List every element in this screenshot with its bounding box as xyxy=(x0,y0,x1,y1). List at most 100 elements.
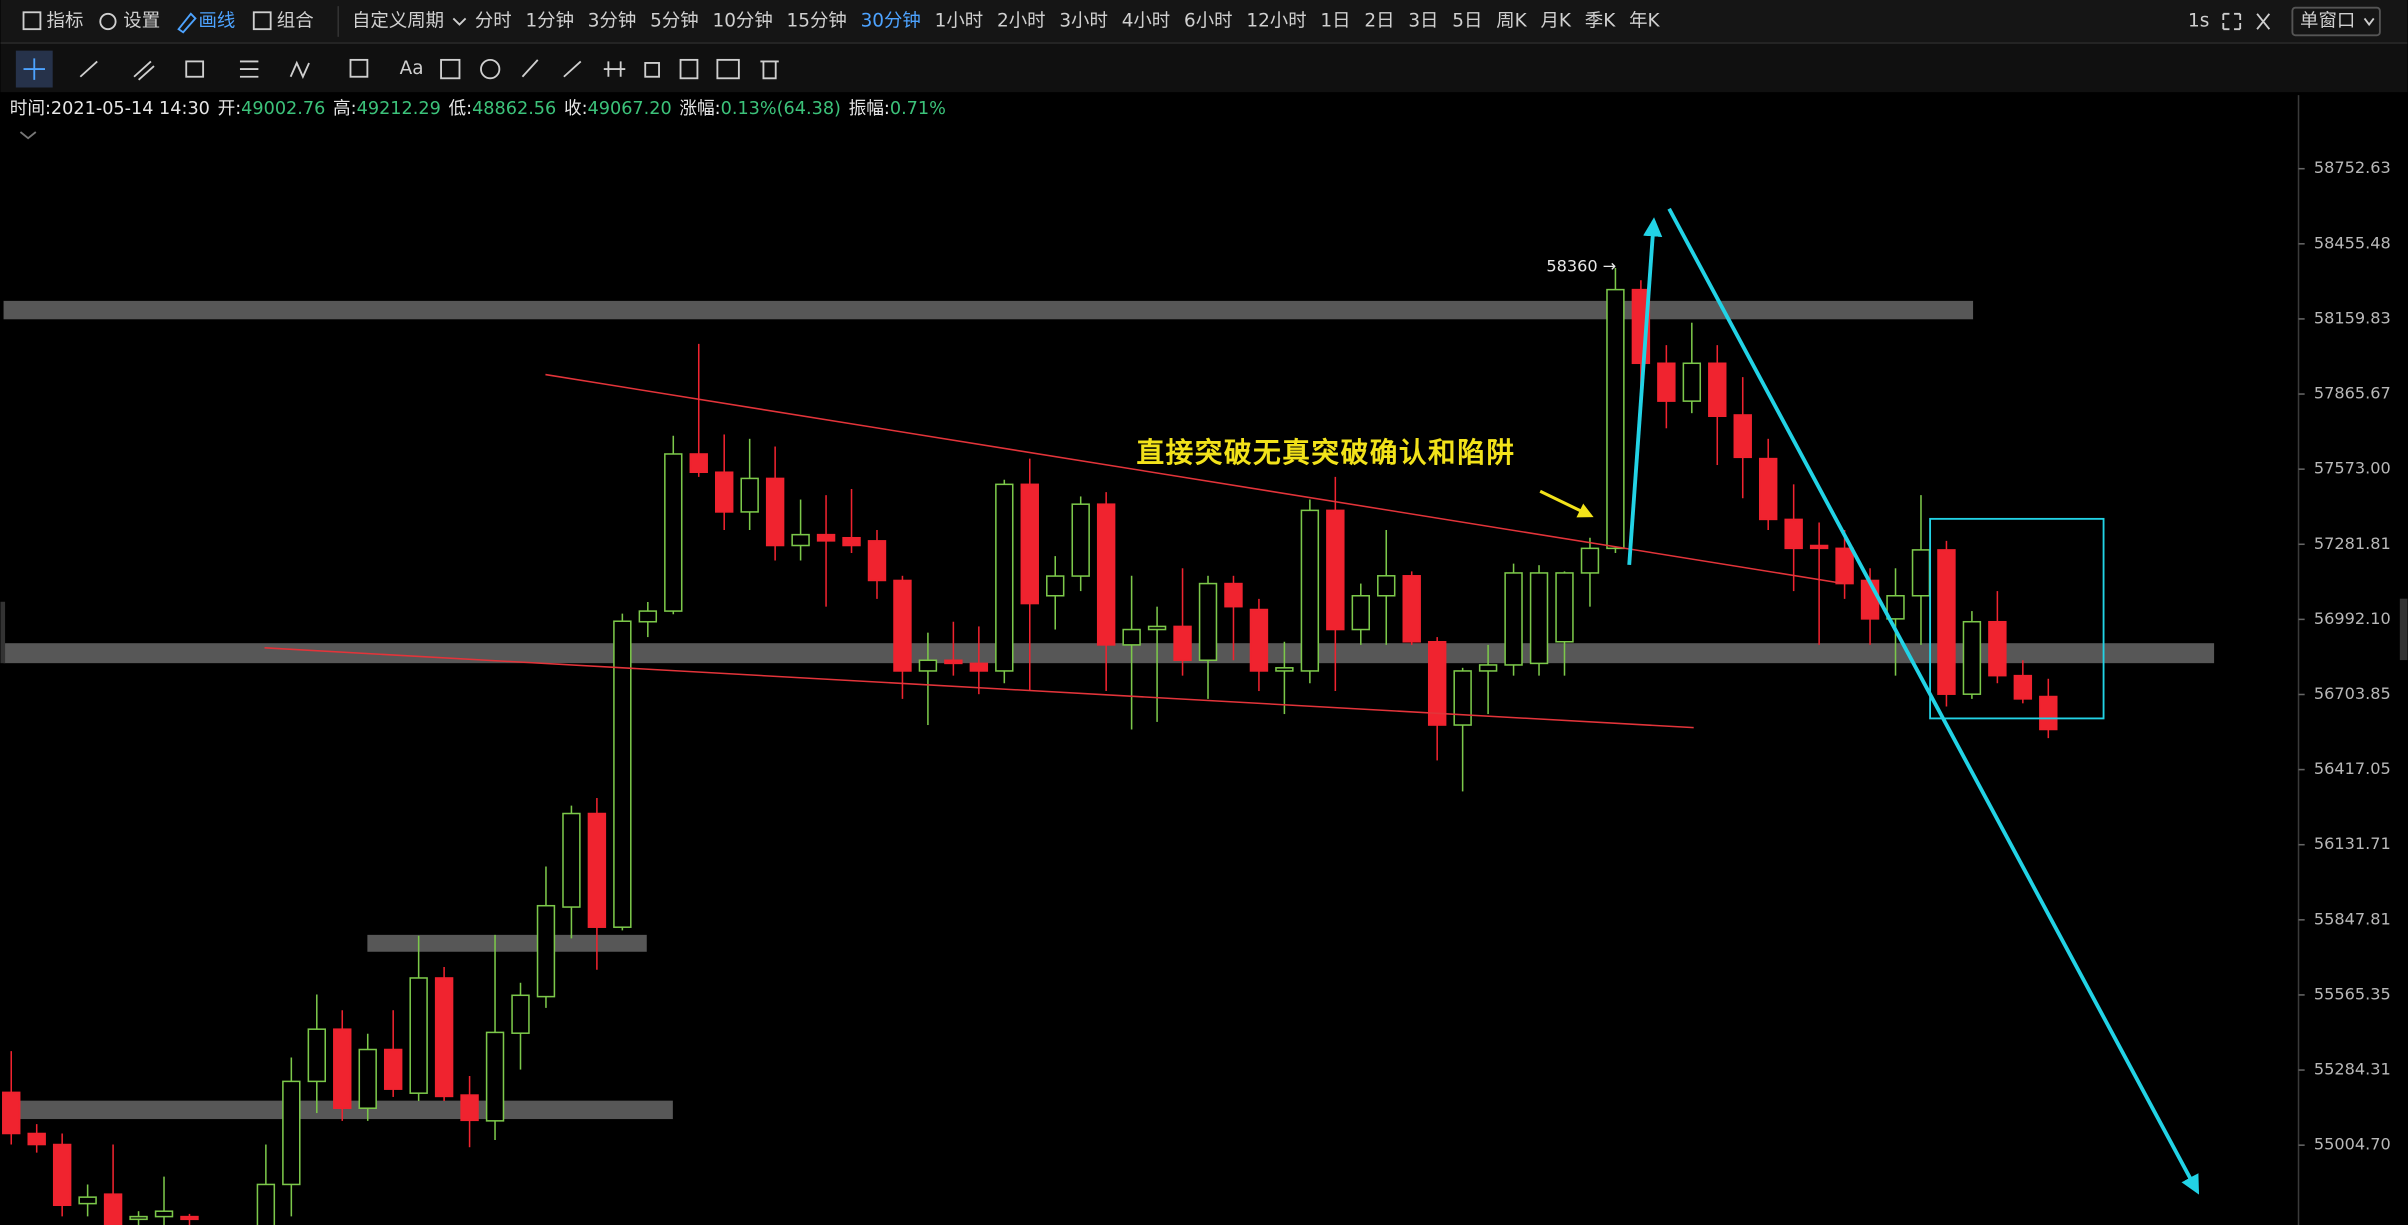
tool[interactable] xyxy=(521,59,539,78)
candle-body xyxy=(536,904,556,998)
candle-body xyxy=(1886,594,1905,620)
menu-item[interactable]: 指标 xyxy=(47,10,84,31)
period[interactable]: 12小时 xyxy=(1246,10,1306,31)
menu-item[interactable]: 组合 xyxy=(277,10,314,31)
period[interactable]: 4小时 xyxy=(1122,10,1171,31)
period[interactable]: 6小时 xyxy=(1184,10,1233,31)
period[interactable]: 分时 xyxy=(475,10,512,31)
panel-grip[interactable] xyxy=(2399,598,2408,661)
y-tick-label: 56703.85 xyxy=(2314,684,2391,703)
candle-body xyxy=(1453,670,1472,726)
y-tick-label: 56992.10 xyxy=(2314,609,2391,628)
tool[interactable] xyxy=(440,58,461,80)
tool[interactable] xyxy=(644,62,660,78)
period[interactable]: 30分钟 xyxy=(861,10,921,31)
tool[interactable] xyxy=(603,61,626,77)
tool[interactable] xyxy=(239,60,259,78)
period[interactable]: 3小时 xyxy=(1059,10,1108,31)
candle-body xyxy=(1784,518,1803,550)
info-line: 时间: 2021-05-14 14:30 开: 49002.76 高: 49212.29 低… xyxy=(10,98,946,119)
candle-body xyxy=(664,453,683,612)
zone-band xyxy=(3,643,2215,664)
y-tick-label: 57865.67 xyxy=(2314,384,2391,403)
candle-body xyxy=(154,1210,174,1218)
zone-band xyxy=(3,300,1974,320)
info-label: 开: xyxy=(218,99,242,119)
price-axis: 58752.63 58455.48 58159.83 57865.67 57573.00… xyxy=(2298,158,2391,1154)
tool[interactable] xyxy=(133,60,155,81)
candle-body xyxy=(816,533,836,542)
period[interactable]: 年K xyxy=(1629,10,1660,31)
candle-body xyxy=(2013,674,2033,700)
period[interactable]: 5分钟 xyxy=(650,10,699,31)
collapse-icon[interactable] xyxy=(19,131,37,140)
y-tick-label: 57281.81 xyxy=(2314,534,2391,553)
candles xyxy=(2,268,2058,1225)
y-tick-label: 55284.31 xyxy=(2314,1060,2391,1079)
period[interactable]: 15分钟 xyxy=(787,10,847,31)
annotation: 直接突破无真突破确认和陷阱 xyxy=(1136,436,1515,469)
candle-body xyxy=(460,1094,479,1122)
candle-body xyxy=(307,1028,327,1083)
candle-body xyxy=(791,533,810,547)
tool[interactable] xyxy=(716,58,740,80)
period[interactable]: 季K xyxy=(1585,10,1616,31)
tool[interactable] xyxy=(79,60,98,78)
period[interactable]: 3日 xyxy=(1408,10,1438,31)
period[interactable]: 月K xyxy=(1541,10,1572,31)
candle-body xyxy=(485,1031,505,1122)
menu-item[interactable]: 画线 xyxy=(199,10,236,31)
drawings xyxy=(3,300,2215,1120)
high-label: 58360 → xyxy=(1546,257,1616,276)
period[interactable]: 周K xyxy=(1496,10,1527,31)
candle-body xyxy=(1402,575,1421,643)
menu-item[interactable]: 设置 xyxy=(123,10,160,31)
y-tick-label: 55004.70 xyxy=(2314,1135,2391,1154)
tool[interactable] xyxy=(349,58,369,78)
candle-body xyxy=(129,1215,148,1221)
candle-body xyxy=(180,1215,199,1221)
period-menu[interactable]: 自定义周期 xyxy=(352,10,444,31)
tool[interactable] xyxy=(480,58,501,80)
panel-grip[interactable] xyxy=(0,601,6,664)
candle-body xyxy=(1198,582,1218,662)
refresh-rate[interactable]: 1s xyxy=(2188,10,2209,31)
y-tick-label: 58159.83 xyxy=(2314,308,2391,327)
period[interactable]: 1日 xyxy=(1320,10,1350,31)
candle-body xyxy=(1046,575,1065,597)
period[interactable]: 2日 xyxy=(1364,10,1394,31)
period[interactable]: 1小时 xyxy=(935,10,984,31)
period[interactable]: 5日 xyxy=(1452,10,1482,31)
tool[interactable] xyxy=(289,60,310,80)
y-tick-label: 58455.48 xyxy=(2314,233,2391,252)
candle-body xyxy=(944,659,963,665)
y-tick-label: 55565.35 xyxy=(2314,984,2391,1003)
candle-body xyxy=(714,471,734,513)
window-button[interactable] xyxy=(2291,6,2381,37)
y-tick-label: 56131.71 xyxy=(2314,834,2391,853)
period[interactable]: 2小时 xyxy=(997,10,1046,31)
window-mode[interactable]: 单窗口 xyxy=(2300,10,2355,31)
candle-body xyxy=(867,540,887,582)
tool[interactable] xyxy=(760,60,779,80)
period[interactable]: 3分钟 xyxy=(588,10,637,31)
candle-body xyxy=(1249,608,1269,672)
period[interactable]: 10分钟 xyxy=(713,10,773,31)
arrow xyxy=(1627,217,1663,566)
candle-body xyxy=(1300,509,1320,672)
info-value: 2021-05-14 14:30 xyxy=(51,99,210,119)
tool-text[interactable]: Aa xyxy=(400,58,424,79)
tool[interactable] xyxy=(563,60,582,78)
tool[interactable] xyxy=(23,58,46,80)
candle-body xyxy=(562,812,581,908)
tool[interactable] xyxy=(185,60,205,78)
candle-body xyxy=(1377,575,1396,597)
icon xyxy=(99,12,117,31)
candle-body xyxy=(1606,288,1625,550)
toolbar-icons xyxy=(22,6,2381,37)
candle-body xyxy=(333,1028,352,1109)
period[interactable]: 1分钟 xyxy=(525,10,574,31)
candle-body xyxy=(511,994,530,1034)
tool[interactable] xyxy=(679,58,699,80)
